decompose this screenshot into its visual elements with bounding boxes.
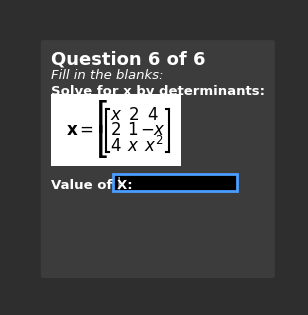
Text: Fill in the blanks:: Fill in the blanks: [51,69,164,82]
Text: $-x$: $-x$ [140,121,166,139]
Text: Question 6 of 6: Question 6 of 6 [51,51,205,69]
Text: $2$: $2$ [111,121,121,139]
FancyBboxPatch shape [113,174,237,191]
Text: $1$: $1$ [128,121,139,139]
Text: $x$: $x$ [127,137,139,155]
FancyBboxPatch shape [51,94,181,166]
Text: |: | [117,176,121,189]
Text: $x^2$: $x^2$ [144,135,163,156]
Text: Value of X:: Value of X: [51,179,132,192]
FancyBboxPatch shape [41,40,275,278]
Text: $\mathsf{\lceil}$: $\mathsf{\lceil}$ [95,99,107,136]
Text: $x$: $x$ [110,106,122,124]
Text: $\mathbf{x}=$: $\mathbf{x}=$ [66,121,94,139]
Text: $4$: $4$ [110,137,122,155]
Text: $\mathsf{\lfloor}$: $\mathsf{\lfloor}$ [95,124,107,161]
Text: $2$: $2$ [128,106,139,124]
Text: Solve for x by determinants:: Solve for x by determinants: [51,85,265,98]
Text: $4$: $4$ [148,106,159,124]
